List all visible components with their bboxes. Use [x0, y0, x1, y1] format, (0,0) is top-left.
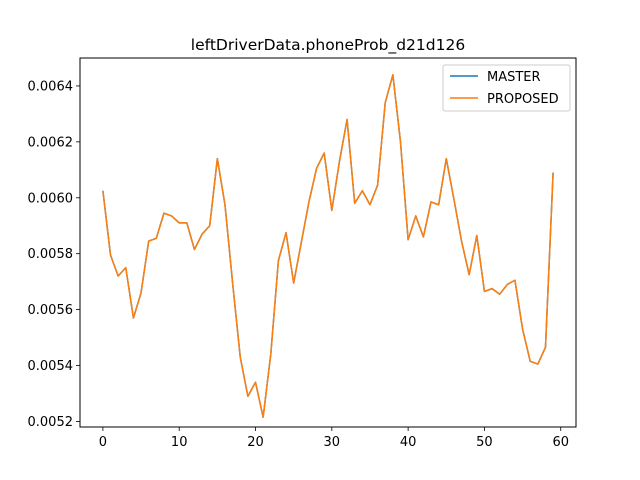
y-tick-label: 0.0056 — [28, 303, 74, 318]
x-tick-label: 60 — [552, 435, 569, 450]
y-tick-label: 0.0054 — [28, 359, 74, 374]
series-layer — [102, 74, 554, 418]
legend: MASTER PROPOSED — [442, 64, 571, 112]
plot-frame — [79, 57, 577, 428]
x-tick-label: 10 — [171, 435, 188, 450]
y-tick-label: 0.0052 — [28, 415, 74, 430]
legend-label-master: MASTER — [487, 70, 541, 85]
x-tick-label: 20 — [247, 435, 264, 450]
chart-title: leftDriverData.phoneProb_d21d126 — [191, 36, 465, 55]
y-tick-label: 0.0058 — [28, 247, 74, 262]
y-tick-label: 0.0062 — [28, 135, 74, 150]
series-line-proposed — [102, 74, 554, 418]
x-tick-label: 0 — [99, 435, 107, 450]
x-tick-label: 30 — [324, 435, 341, 450]
x-axis: 0 10 20 30 40 50 60 — [99, 427, 569, 450]
x-tick-label: 50 — [476, 435, 493, 450]
y-tick-label: 0.0060 — [28, 191, 74, 206]
y-tick-label: 0.0064 — [28, 79, 74, 94]
y-axis: 0.0052 0.0054 0.0056 0.0058 0.0060 0.0062 0.00… — [28, 79, 80, 430]
x-tick-label: 40 — [400, 435, 417, 450]
legend-label-proposed: PROPOSED — [487, 92, 559, 107]
